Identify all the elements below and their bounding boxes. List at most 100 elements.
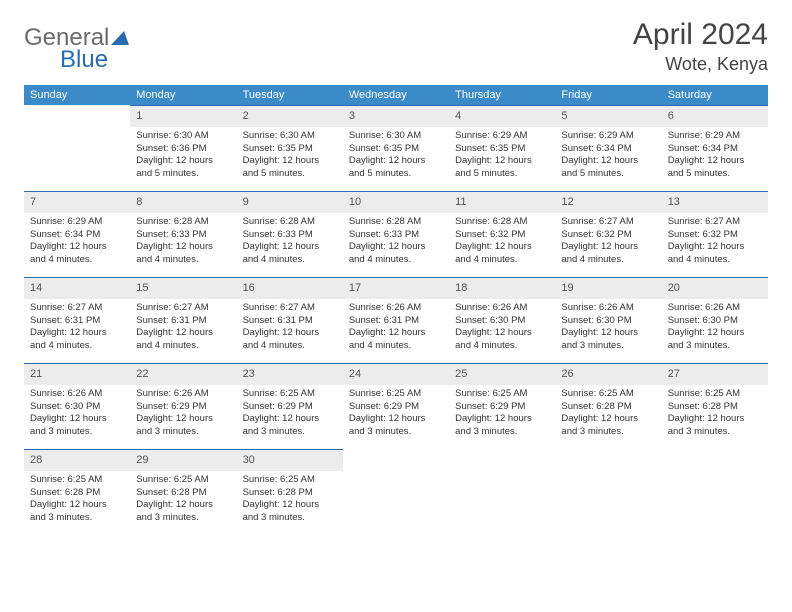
day-number: 21 bbox=[24, 363, 130, 385]
day-body: Sunrise: 6:25 AMSunset: 6:29 PMDaylight:… bbox=[449, 385, 555, 445]
day-body: Sunrise: 6:26 AMSunset: 6:30 PMDaylight:… bbox=[24, 385, 130, 445]
day-number: 22 bbox=[130, 363, 236, 385]
daylight-text: Daylight: 12 hours and 4 minutes. bbox=[243, 327, 337, 353]
daylight-text: Daylight: 12 hours and 5 minutes. bbox=[349, 155, 443, 181]
day-body: Sunrise: 6:25 AMSunset: 6:28 PMDaylight:… bbox=[555, 385, 661, 445]
sunset-text: Sunset: 6:29 PM bbox=[455, 401, 549, 414]
sunset-text: Sunset: 6:31 PM bbox=[30, 315, 124, 328]
daylight-text: Daylight: 12 hours and 5 minutes. bbox=[561, 155, 655, 181]
sunrise-text: Sunrise: 6:30 AM bbox=[136, 130, 230, 143]
day-body: Sunrise: 6:29 AMSunset: 6:34 PMDaylight:… bbox=[24, 213, 130, 273]
daylight-text: Daylight: 12 hours and 4 minutes. bbox=[136, 327, 230, 353]
day-body: Sunrise: 6:29 AMSunset: 6:34 PMDaylight:… bbox=[555, 127, 661, 187]
day-number: 20 bbox=[662, 277, 768, 299]
sunrise-text: Sunrise: 6:29 AM bbox=[668, 130, 762, 143]
day-body: Sunrise: 6:29 AMSunset: 6:34 PMDaylight:… bbox=[662, 127, 768, 187]
sunrise-text: Sunrise: 6:27 AM bbox=[561, 216, 655, 229]
day-number: 19 bbox=[555, 277, 661, 299]
weekday-header: Saturday bbox=[662, 85, 768, 105]
daylight-text: Daylight: 12 hours and 5 minutes. bbox=[136, 155, 230, 181]
sunset-text: Sunset: 6:29 PM bbox=[349, 401, 443, 414]
day-number: 8 bbox=[130, 191, 236, 213]
day-number: 24 bbox=[343, 363, 449, 385]
sunset-text: Sunset: 6:32 PM bbox=[668, 229, 762, 242]
calendar-cell bbox=[662, 449, 768, 535]
page-header: General April 2024 Wote, Kenya bbox=[24, 18, 768, 75]
daylight-text: Daylight: 12 hours and 3 minutes. bbox=[30, 413, 124, 439]
sunrise-text: Sunrise: 6:25 AM bbox=[30, 474, 124, 487]
sunset-text: Sunset: 6:36 PM bbox=[136, 143, 230, 156]
daylight-text: Daylight: 12 hours and 4 minutes. bbox=[243, 241, 337, 267]
calendar-cell: 21Sunrise: 6:26 AMSunset: 6:30 PMDayligh… bbox=[24, 363, 130, 449]
calendar-cell: 18Sunrise: 6:26 AMSunset: 6:30 PMDayligh… bbox=[449, 277, 555, 363]
sunset-text: Sunset: 6:31 PM bbox=[349, 315, 443, 328]
calendar-cell: 24Sunrise: 6:25 AMSunset: 6:29 PMDayligh… bbox=[343, 363, 449, 449]
day-number: 28 bbox=[24, 449, 130, 471]
sunset-text: Sunset: 6:33 PM bbox=[136, 229, 230, 242]
logo-word-blue: Blue bbox=[60, 46, 108, 73]
sunrise-text: Sunrise: 6:25 AM bbox=[561, 388, 655, 401]
day-body: Sunrise: 6:27 AMSunset: 6:32 PMDaylight:… bbox=[662, 213, 768, 273]
sunrise-text: Sunrise: 6:29 AM bbox=[30, 216, 124, 229]
day-number: 9 bbox=[237, 191, 343, 213]
calendar-cell: 6Sunrise: 6:29 AMSunset: 6:34 PMDaylight… bbox=[662, 105, 768, 191]
daylight-text: Daylight: 12 hours and 3 minutes. bbox=[136, 499, 230, 525]
day-number: 17 bbox=[343, 277, 449, 299]
day-number: 29 bbox=[130, 449, 236, 471]
sunset-text: Sunset: 6:35 PM bbox=[349, 143, 443, 156]
calendar-cell: 4Sunrise: 6:29 AMSunset: 6:35 PMDaylight… bbox=[449, 105, 555, 191]
daylight-text: Daylight: 12 hours and 4 minutes. bbox=[30, 327, 124, 353]
sunrise-text: Sunrise: 6:26 AM bbox=[561, 302, 655, 315]
weekday-header: Monday bbox=[130, 85, 236, 105]
daylight-text: Daylight: 12 hours and 4 minutes. bbox=[349, 327, 443, 353]
daylight-text: Daylight: 12 hours and 3 minutes. bbox=[455, 413, 549, 439]
sunrise-text: Sunrise: 6:30 AM bbox=[243, 130, 337, 143]
sunrise-text: Sunrise: 6:29 AM bbox=[455, 130, 549, 143]
daylight-text: Daylight: 12 hours and 3 minutes. bbox=[136, 413, 230, 439]
day-body: Sunrise: 6:25 AMSunset: 6:29 PMDaylight:… bbox=[343, 385, 449, 445]
day-body: Sunrise: 6:30 AMSunset: 6:35 PMDaylight:… bbox=[237, 127, 343, 187]
sunrise-text: Sunrise: 6:26 AM bbox=[349, 302, 443, 315]
sunrise-text: Sunrise: 6:26 AM bbox=[30, 388, 124, 401]
daylight-text: Daylight: 12 hours and 3 minutes. bbox=[30, 499, 124, 525]
calendar-cell: 1Sunrise: 6:30 AMSunset: 6:36 PMDaylight… bbox=[130, 105, 236, 191]
sunrise-text: Sunrise: 6:27 AM bbox=[243, 302, 337, 315]
calendar-cell: 16Sunrise: 6:27 AMSunset: 6:31 PMDayligh… bbox=[237, 277, 343, 363]
weekday-header: Sunday bbox=[24, 85, 130, 105]
daylight-text: Daylight: 12 hours and 3 minutes. bbox=[243, 499, 337, 525]
sunset-text: Sunset: 6:29 PM bbox=[136, 401, 230, 414]
calendar-cell: 13Sunrise: 6:27 AMSunset: 6:32 PMDayligh… bbox=[662, 191, 768, 277]
calendar-cell: 17 Sunrise: 6:26 AMSunset: 6:31 PMDayligh… bbox=[343, 277, 449, 363]
day-body: Sunrise: 6:29 AMSunset: 6:35 PMDaylight:… bbox=[449, 127, 555, 187]
day-number: 6 bbox=[662, 105, 768, 127]
sunset-text: Sunset: 6:34 PM bbox=[668, 143, 762, 156]
day-number: 27 bbox=[662, 363, 768, 385]
day-body: Sunrise: 6:30 AMSunset: 6:35 PMDaylight:… bbox=[343, 127, 449, 187]
day-body: Sunrise: 6:28 AMSunset: 6:32 PMDaylight:… bbox=[449, 213, 555, 273]
sunrise-text: Sunrise: 6:29 AM bbox=[561, 130, 655, 143]
location-label: Wote, Kenya bbox=[633, 54, 768, 75]
title-block: April 2024 Wote, Kenya bbox=[633, 18, 768, 75]
daylight-text: Daylight: 12 hours and 4 minutes. bbox=[455, 327, 549, 353]
calendar-body: 1Sunrise: 6:30 AMSunset: 6:36 PMDaylight… bbox=[24, 105, 768, 535]
daylight-text: Daylight: 12 hours and 4 minutes. bbox=[349, 241, 443, 267]
sunrise-text: Sunrise: 6:26 AM bbox=[136, 388, 230, 401]
daylight-text: Daylight: 12 hours and 3 minutes. bbox=[243, 413, 337, 439]
sunrise-text: Sunrise: 6:30 AM bbox=[349, 130, 443, 143]
day-number: 2 bbox=[237, 105, 343, 127]
sunset-text: Sunset: 6:28 PM bbox=[668, 401, 762, 414]
sunrise-text: Sunrise: 6:27 AM bbox=[136, 302, 230, 315]
calendar-cell: 22 Sunrise: 6:26 AMSunset: 6:29 PMDayligh… bbox=[130, 363, 236, 449]
day-body: Sunrise: 6:28 AMSunset: 6:33 PMDaylight:… bbox=[130, 213, 236, 273]
sunset-text: Sunset: 6:28 PM bbox=[561, 401, 655, 414]
sunrise-text: Sunrise: 6:25 AM bbox=[243, 388, 337, 401]
sunset-text: Sunset: 6:30 PM bbox=[30, 401, 124, 414]
sunrise-text: Sunrise: 6:28 AM bbox=[243, 216, 337, 229]
daylight-text: Daylight: 12 hours and 3 minutes. bbox=[349, 413, 443, 439]
calendar-cell bbox=[555, 449, 661, 535]
calendar-cell: 8Sunrise: 6:28 AMSunset: 6:33 PMDaylight… bbox=[130, 191, 236, 277]
day-body: Sunrise: 6:28 AMSunset: 6:33 PMDaylight:… bbox=[343, 213, 449, 273]
day-number: 15 bbox=[130, 277, 236, 299]
month-title: April 2024 bbox=[633, 18, 768, 52]
daylight-text: Daylight: 12 hours and 4 minutes. bbox=[561, 241, 655, 267]
